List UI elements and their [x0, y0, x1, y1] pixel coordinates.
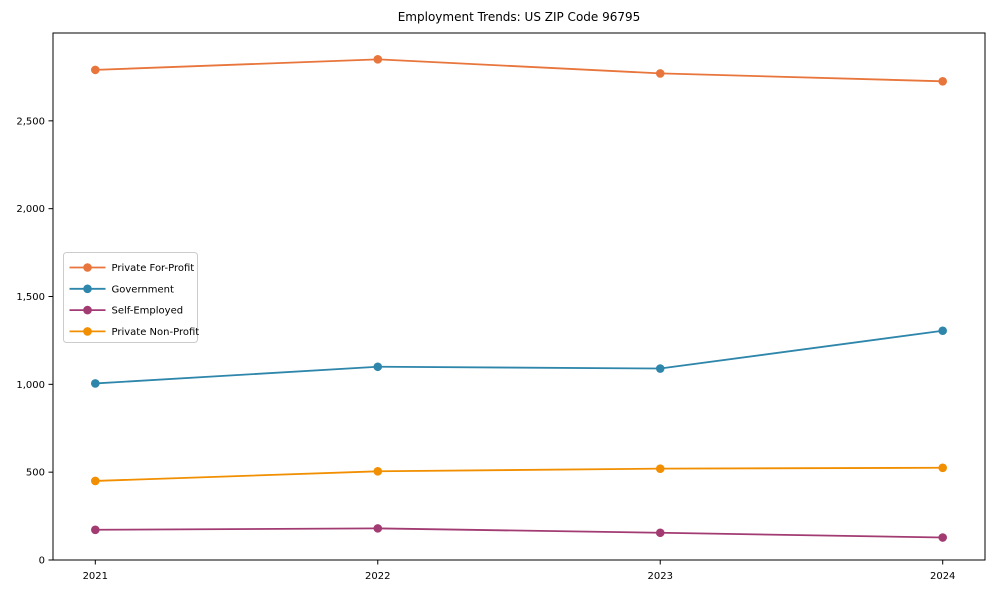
data-point-marker: [373, 466, 383, 476]
data-point-marker: [373, 362, 383, 372]
legend-box: [63, 252, 198, 343]
chart-title: Employment Trends: US ZIP Code 96795: [397, 10, 641, 24]
data-point-marker: [655, 69, 665, 78]
legend-marker: [83, 305, 92, 315]
x-axis-tick-label: 2023: [648, 571, 673, 582]
x-axis-tick-label: 2024: [930, 571, 955, 582]
y-axis-tick-label: 2,000: [16, 204, 45, 215]
legend-label: Self-Employed: [112, 306, 184, 317]
series-line-government: [94, 329, 944, 385]
y-axis-tick-label: 1,000: [16, 380, 45, 391]
legend-item: Government: [69, 284, 174, 295]
legend-label: Government: [112, 284, 174, 295]
data-point-marker: [938, 77, 947, 86]
legend-marker: [83, 327, 92, 336]
legend-label: Private For-Profit: [112, 263, 195, 274]
legend-item: Private For-Profit: [69, 263, 195, 274]
y-axis-tick-label: 2,500: [16, 116, 45, 127]
legend-item: Self-Employed: [69, 305, 184, 317]
data-point-marker: [91, 65, 100, 75]
data-point-marker: [655, 528, 665, 538]
series-line-private-non-profit: [94, 466, 944, 482]
y-axis-tick-label: 0: [39, 556, 45, 567]
data-point-marker: [373, 55, 383, 64]
x-axis-tick-label: 2021: [83, 571, 108, 582]
data-point-marker: [938, 463, 947, 473]
legend-item: Private Non-Profit: [69, 327, 200, 338]
legend-marker: [83, 263, 92, 272]
legend: Private For-Profit Government Self-Employe…: [63, 252, 200, 343]
y-axis-tick-label: 1,500: [16, 292, 45, 303]
data-point-marker: [938, 326, 947, 336]
data-point-marker: [91, 379, 100, 388]
series-line-self-employed: [94, 527, 944, 539]
data-point-marker: [938, 533, 947, 542]
data-point-marker: [91, 525, 100, 535]
legend-label: Private Non-Profit: [112, 327, 200, 338]
data-point-marker: [373, 524, 383, 533]
data-point-marker: [91, 476, 100, 486]
data-point-marker: [655, 364, 665, 373]
legend-marker: [83, 284, 92, 294]
series-line-private-for-profit: [94, 58, 944, 83]
y-axis-tick-label: 500: [26, 468, 45, 479]
data-point-marker: [655, 464, 665, 473]
x-axis-tick-label: 2022: [365, 571, 390, 582]
